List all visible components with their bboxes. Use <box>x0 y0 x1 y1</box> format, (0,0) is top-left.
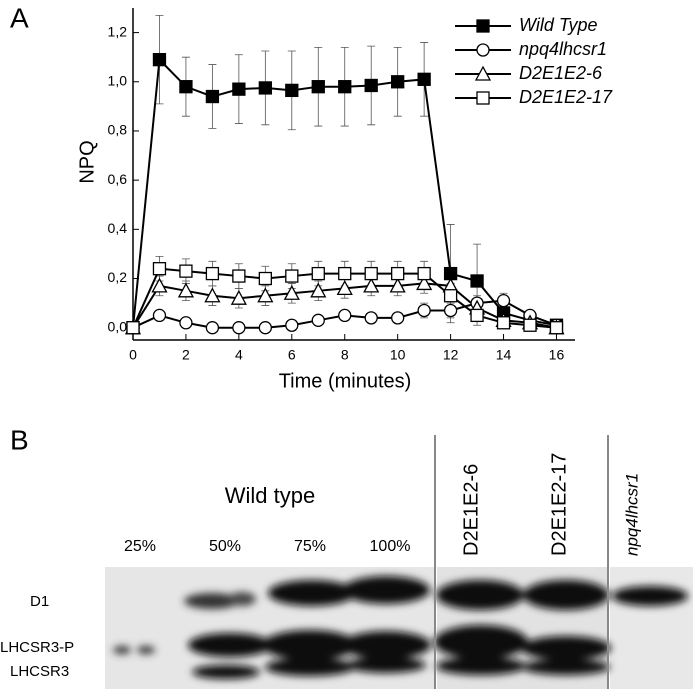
y-tick-label: 0,8 <box>108 122 128 138</box>
lane-label: 25% <box>124 538 156 555</box>
marker <box>258 271 272 286</box>
marker <box>417 303 431 318</box>
marker <box>151 277 168 293</box>
group-label: Wild type <box>225 483 315 508</box>
marker <box>391 266 405 281</box>
blot-membrane <box>610 567 693 689</box>
marker <box>443 303 458 318</box>
marker <box>338 266 352 281</box>
marker <box>338 308 352 323</box>
marker <box>285 318 299 332</box>
marker <box>205 266 220 281</box>
y-tick-label: 0,0 <box>108 318 128 334</box>
marker <box>311 313 325 327</box>
marker <box>496 294 511 308</box>
marker <box>470 274 484 288</box>
x-tick-label: 10 <box>390 347 406 363</box>
row-label: LHCSR3 <box>10 663 69 680</box>
marker <box>230 289 247 305</box>
row-label: LHCSR3-P <box>0 639 74 656</box>
marker <box>258 81 272 95</box>
marker <box>205 321 220 335</box>
legend-marker <box>474 65 492 81</box>
marker <box>311 80 325 94</box>
marker <box>523 318 537 332</box>
x-tick-label: 14 <box>496 347 512 363</box>
x-tick-label: 2 <box>182 347 190 363</box>
marker <box>417 266 431 281</box>
marker <box>232 269 246 283</box>
marker <box>232 82 246 96</box>
marker <box>126 321 140 335</box>
marker <box>364 266 378 281</box>
marker <box>391 311 405 325</box>
panel-label: B <box>10 424 29 455</box>
marker <box>391 75 405 89</box>
x-tick-label: 16 <box>549 347 565 363</box>
marker <box>179 80 193 94</box>
lane-label: 100% <box>370 538 411 555</box>
legend-label: npq4lhcsr1 <box>519 39 607 59</box>
marker <box>364 311 378 325</box>
legend-label: Wild Type <box>519 15 598 35</box>
marker <box>470 308 484 323</box>
marker <box>338 80 352 94</box>
legend-marker <box>476 43 490 57</box>
marker <box>311 266 325 281</box>
marker <box>496 316 511 330</box>
y-tick-label: 0,2 <box>108 269 128 285</box>
marker <box>443 289 458 303</box>
marker <box>310 282 327 298</box>
marker <box>549 321 564 335</box>
marker <box>177 282 195 298</box>
marker <box>152 262 167 276</box>
marker <box>179 316 193 330</box>
lane-label: 50% <box>209 538 241 555</box>
y-tick-label: 1,0 <box>108 72 128 88</box>
marker <box>417 72 431 86</box>
blot-panel: B Wild type 25% 50% 75% 100% D2E1E2-6 D2… <box>0 424 693 689</box>
marker <box>364 78 378 93</box>
marker <box>363 277 380 293</box>
y-tick-label: 1,2 <box>108 23 128 39</box>
y-axis-label: NPQ <box>76 140 98 183</box>
marker <box>285 269 299 283</box>
marker <box>336 279 353 296</box>
legend-marker <box>476 91 490 105</box>
legend-marker <box>476 19 490 33</box>
x-tick-label: 0 <box>129 347 137 363</box>
blot-bands <box>113 576 688 679</box>
lane-label: D2E1E2-17 <box>548 453 570 556</box>
x-tick-label: 12 <box>443 347 459 363</box>
marker <box>416 275 433 291</box>
marker <box>285 83 299 98</box>
marker <box>152 52 167 67</box>
marker <box>258 321 272 335</box>
marker <box>389 277 406 293</box>
x-tick-label: 6 <box>288 347 296 363</box>
y-tick-label: 0,6 <box>108 171 128 187</box>
marker <box>257 287 274 303</box>
lane-label: npq4lhcsr1 <box>622 473 641 556</box>
legend-label: D2E1E2-6 <box>519 63 603 83</box>
x-tick-label: 4 <box>235 347 243 363</box>
row-label: D1 <box>30 593 49 610</box>
y-tick-label: 0,4 <box>108 220 128 236</box>
marker <box>152 308 167 323</box>
marker <box>204 287 221 303</box>
marker <box>232 321 246 335</box>
legend-label: D2E1E2-17 <box>519 87 613 107</box>
x-tick-label: 8 <box>341 347 349 363</box>
panel-label: A <box>10 2 29 33</box>
lane-label: 75% <box>294 538 326 555</box>
marker <box>179 264 193 278</box>
x-axis-label: Time (minutes) <box>279 370 412 392</box>
lane-label: D2E1E2-6 <box>460 464 482 556</box>
marker <box>283 284 300 300</box>
marker <box>205 89 220 104</box>
